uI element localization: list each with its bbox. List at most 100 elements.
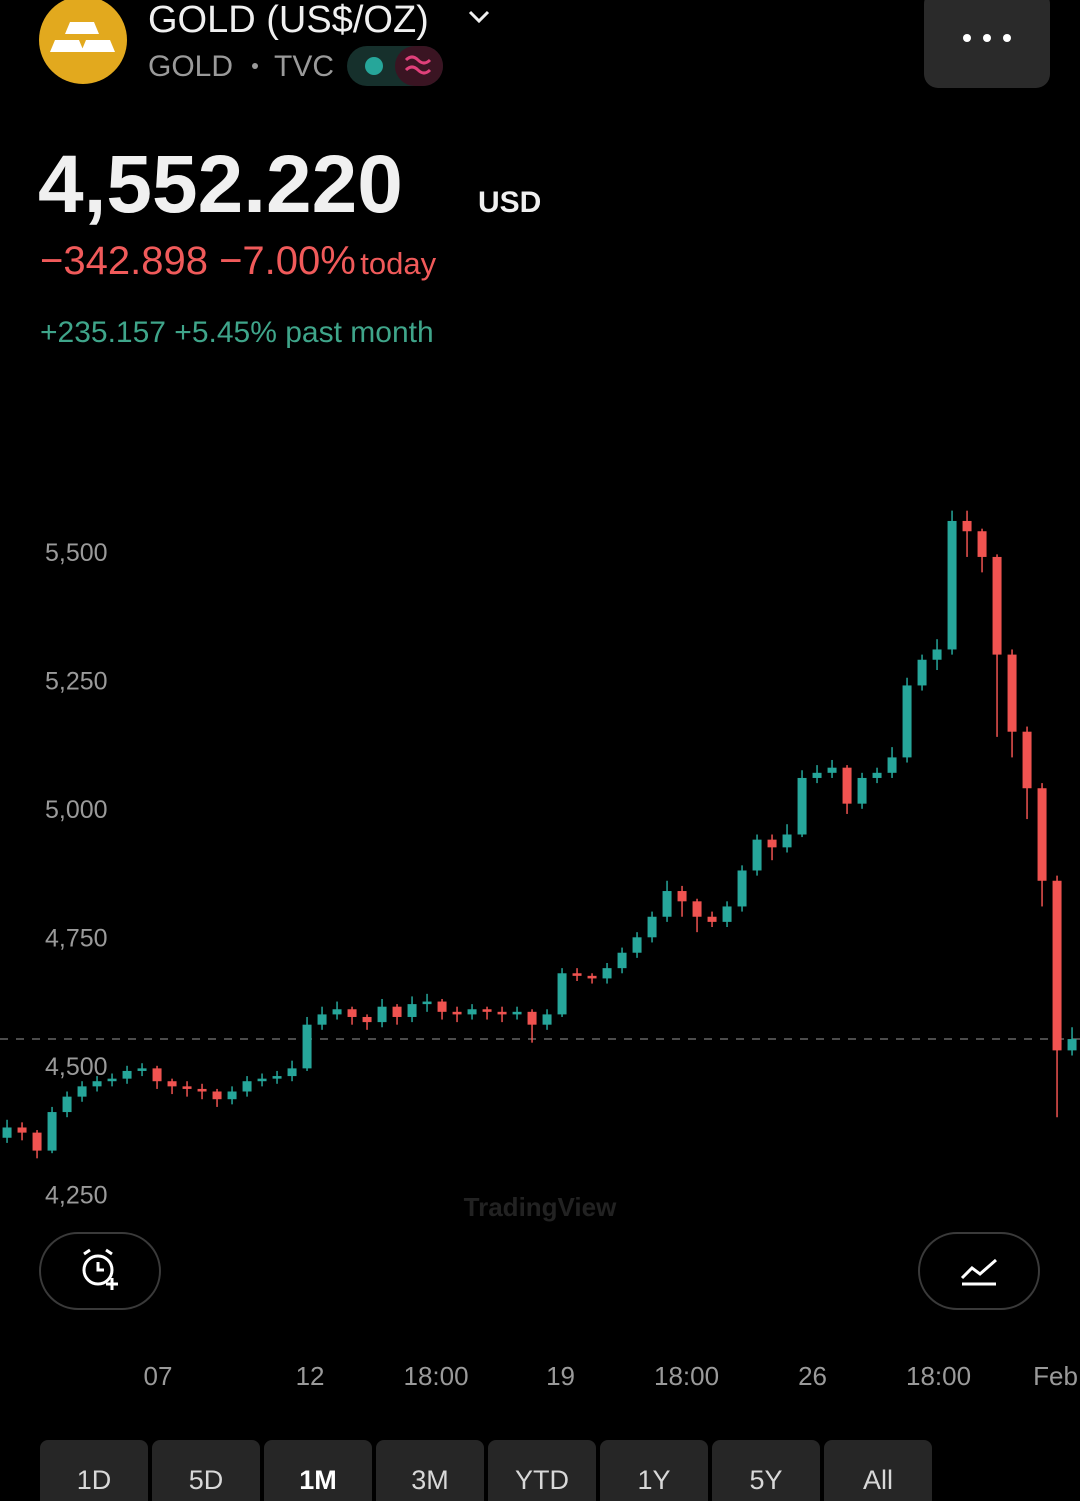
candle-body — [647, 916, 657, 938]
candle-body — [452, 1011, 462, 1015]
chart-type-icon — [960, 1258, 997, 1286]
candle-body — [317, 1014, 327, 1025]
candle-body — [362, 1016, 372, 1023]
price: 4,552.220 — [38, 139, 403, 230]
month-period: past month — [285, 316, 433, 349]
candle-body — [677, 891, 687, 902]
currency: USD — [478, 186, 541, 219]
candle-body — [497, 1011, 507, 1015]
candle-body — [347, 1009, 357, 1017]
candle-body — [167, 1081, 177, 1087]
logo — [39, 0, 127, 84]
candle-body — [572, 973, 582, 976]
range-button[interactable] — [376, 1440, 484, 1501]
range-bar: 1D 5D 1M 3M YTD 1Y 5Y All — [40, 1440, 932, 1501]
y-tick-label: 5,500 — [45, 539, 108, 567]
range-button[interactable] — [40, 1440, 148, 1501]
range-label[interactable]: 3M — [411, 1465, 449, 1495]
candle-body — [917, 659, 927, 686]
range-button[interactable] — [264, 1440, 372, 1501]
candle-body — [1007, 654, 1017, 732]
x-tick-label: 26 — [798, 1361, 827, 1391]
candle-body — [662, 891, 672, 917]
candle-body — [227, 1091, 237, 1100]
range-label[interactable]: 1Y — [637, 1465, 670, 1495]
month-change: +235.157 +5.45% past month — [40, 316, 434, 349]
candle-body — [1037, 788, 1047, 881]
change-value: −342.898 −7.00% — [40, 239, 356, 283]
candle-body — [32, 1132, 42, 1151]
candle-body — [557, 973, 567, 1015]
range-button[interactable] — [488, 1440, 596, 1501]
x-tick-label: 12 — [296, 1361, 325, 1391]
candle-body — [1067, 1039, 1077, 1051]
more-button[interactable] — [924, 0, 1050, 88]
daily-change: −342.898 −7.00% today — [40, 239, 437, 283]
range-label[interactable]: 1D — [77, 1465, 112, 1495]
candle-body — [872, 772, 882, 778]
y-tick-label: 4,250 — [45, 1181, 108, 1209]
candle-body — [122, 1070, 132, 1079]
candle-body — [17, 1127, 27, 1133]
market-dot — [365, 57, 383, 75]
candle-body — [392, 1006, 402, 1017]
candle-body — [752, 839, 762, 871]
exchange: TVC — [274, 50, 334, 83]
range-label[interactable]: 5D — [189, 1465, 224, 1495]
candle-body — [842, 767, 852, 804]
candle-body — [527, 1011, 537, 1025]
candle-body — [182, 1086, 192, 1089]
candle-body — [902, 685, 912, 758]
candle-body — [287, 1068, 297, 1077]
candle-body — [197, 1088, 207, 1092]
candle-body — [467, 1009, 477, 1015]
x-tick-label: 07 — [143, 1361, 172, 1391]
candle-body — [137, 1068, 147, 1071]
candle-body — [92, 1081, 102, 1087]
range-button[interactable] — [824, 1440, 932, 1501]
candle-body — [797, 777, 807, 835]
candle-body — [77, 1086, 87, 1097]
range-button[interactable] — [712, 1440, 820, 1501]
range-label[interactable]: All — [863, 1465, 893, 1495]
x-tick-label: Feb — [1033, 1361, 1078, 1391]
month-change-value: +235.157 +5.45% — [40, 316, 277, 349]
symbol-title[interactable]: GOLD (US$/OZ) — [148, 0, 429, 41]
candle-body — [107, 1078, 117, 1082]
candle-body — [272, 1076, 282, 1079]
dropdown-chevron[interactable] — [468, 10, 490, 24]
range-label[interactable]: 1M — [299, 1465, 337, 1495]
candle-body — [422, 1001, 432, 1005]
y-tick-label: 4,750 — [45, 924, 108, 952]
range-label[interactable]: 5Y — [749, 1465, 782, 1495]
candle-body — [542, 1014, 552, 1025]
range-button[interactable] — [600, 1440, 708, 1501]
candle-body — [512, 1011, 522, 1015]
status-badge — [395, 46, 443, 86]
candle-body — [602, 968, 612, 979]
candle-body — [1022, 731, 1032, 789]
candle-body — [782, 834, 792, 848]
candle-body — [827, 767, 837, 773]
range-button[interactable] — [152, 1440, 260, 1501]
chart-type-button[interactable] — [918, 1232, 1040, 1310]
candle-body — [47, 1112, 57, 1151]
change-period: today — [360, 246, 436, 281]
candle-body — [1052, 880, 1062, 1051]
candle-body — [962, 520, 972, 532]
alert-icon — [82, 1248, 118, 1290]
range-label[interactable]: YTD — [515, 1465, 569, 1495]
candle-body — [932, 649, 942, 660]
x-tick-label: 18:00 — [906, 1361, 971, 1391]
candle-body — [992, 556, 1002, 655]
candle-body — [332, 1009, 342, 1015]
candle-body — [212, 1091, 222, 1100]
candle-body — [722, 906, 732, 922]
candle-body — [437, 1001, 447, 1012]
y-tick-label: 4,500 — [45, 1053, 108, 1081]
candle-body — [857, 777, 867, 804]
candle-body — [812, 772, 822, 778]
candle-body — [707, 916, 717, 922]
y-tick-label: 5,000 — [45, 796, 108, 824]
